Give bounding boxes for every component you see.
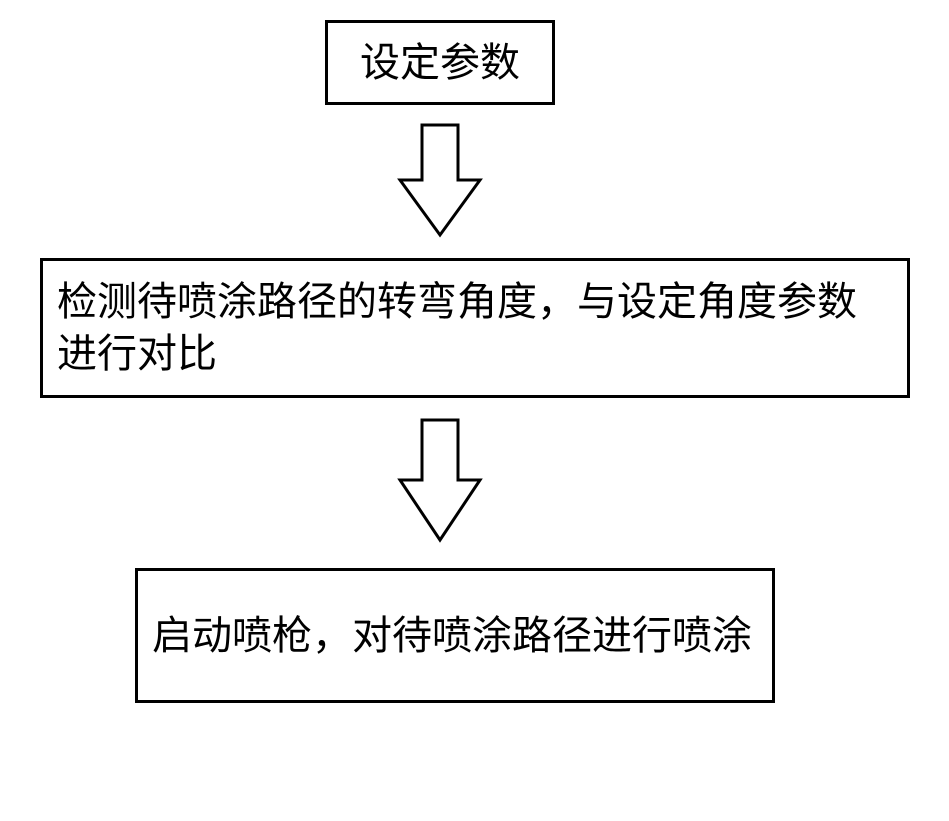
flow-node-label: 启动喷枪，对待喷涂路径进行喷涂 <box>152 610 752 662</box>
flow-node-detect-angle: 检测待喷涂路径的转弯角度，与设定角度参数进行对比 <box>40 258 910 398</box>
flow-arrow-2 <box>395 415 485 545</box>
flow-node-label: 设定参数 <box>360 37 520 89</box>
flow-node-label: 检测待喷涂路径的转弯角度，与设定角度参数进行对比 <box>57 276 893 380</box>
flow-arrow-1 <box>395 120 485 240</box>
flowchart-canvas: 设定参数 检测待喷涂路径的转弯角度，与设定角度参数进行对比 启动喷枪，对待喷涂路… <box>0 0 949 821</box>
flow-node-set-params: 设定参数 <box>325 20 555 105</box>
flow-node-start-spray: 启动喷枪，对待喷涂路径进行喷涂 <box>135 568 775 703</box>
